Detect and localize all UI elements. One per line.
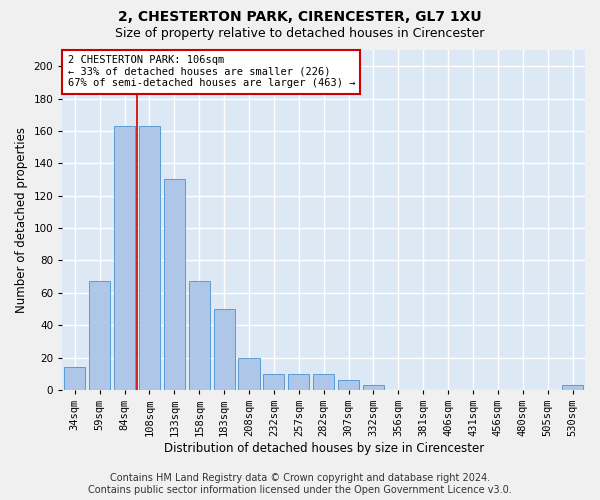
Text: 2 CHESTERTON PARK: 106sqm
← 33% of detached houses are smaller (226)
67% of semi: 2 CHESTERTON PARK: 106sqm ← 33% of detac…	[68, 55, 355, 88]
Bar	[139, 126, 160, 390]
Bar	[562, 385, 583, 390]
Bar	[89, 282, 110, 390]
Bar	[114, 126, 135, 390]
Y-axis label: Number of detached properties: Number of detached properties	[15, 127, 28, 313]
X-axis label: Distribution of detached houses by size in Cirencester: Distribution of detached houses by size …	[164, 442, 484, 455]
Bar	[263, 374, 284, 390]
Bar	[188, 282, 210, 390]
Bar	[288, 374, 310, 390]
Bar	[64, 368, 85, 390]
Bar	[238, 358, 260, 390]
Bar	[363, 385, 384, 390]
Bar	[338, 380, 359, 390]
Bar	[164, 180, 185, 390]
Text: 2, CHESTERTON PARK, CIRENCESTER, GL7 1XU: 2, CHESTERTON PARK, CIRENCESTER, GL7 1XU	[118, 10, 482, 24]
Bar	[313, 374, 334, 390]
Bar	[214, 309, 235, 390]
Text: Contains HM Land Registry data © Crown copyright and database right 2024.
Contai: Contains HM Land Registry data © Crown c…	[88, 474, 512, 495]
Text: Size of property relative to detached houses in Cirencester: Size of property relative to detached ho…	[115, 28, 485, 40]
